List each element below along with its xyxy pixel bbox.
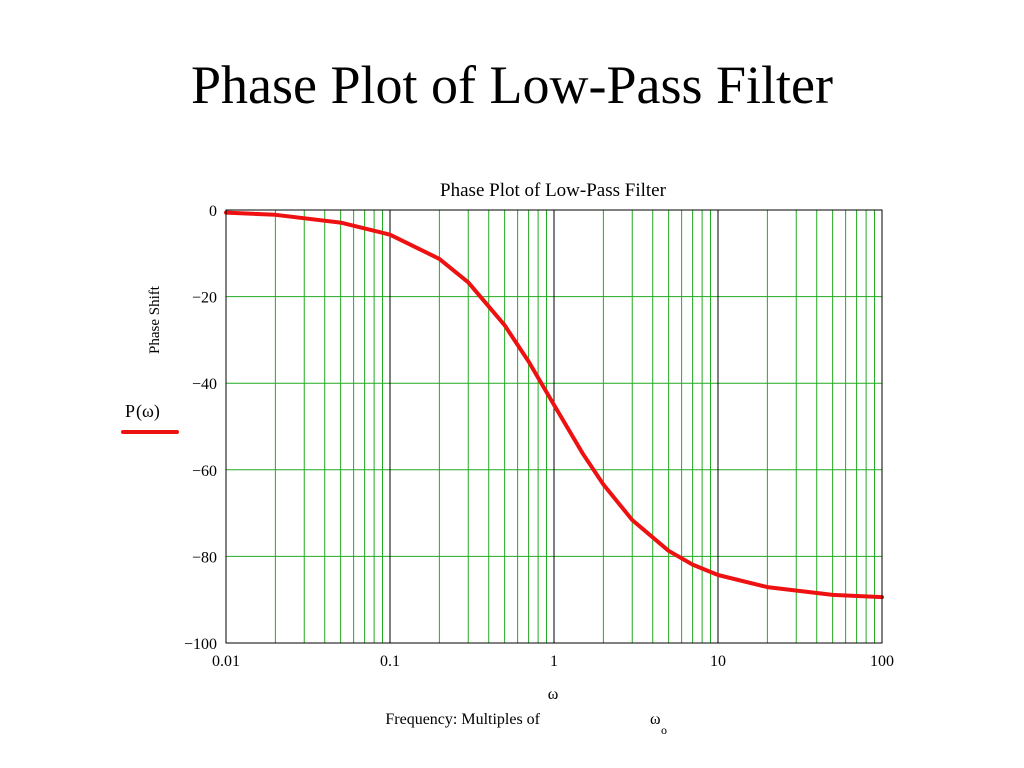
x-axis-subscript: o	[661, 723, 667, 737]
x-axis-label: Frequency: Multiples of	[385, 711, 540, 728]
legend: P(ω)	[121, 401, 179, 434]
curve-layer	[224, 210, 884, 600]
svg-text:P(ω): P(ω)	[125, 401, 160, 422]
x-axis-symbol: ω	[548, 686, 559, 703]
x-tick-label: 10	[710, 653, 726, 670]
x-axis-variable: ω	[650, 711, 661, 728]
y-tick-label: −80	[192, 549, 217, 566]
plot-frame	[225, 209, 883, 644]
tick-labels: 0.01 0.1 1 10 100 0 −20 −40 −60 −80 −100	[184, 203, 894, 670]
chart-title: Phase Plot of Low-Pass Filter	[440, 180, 667, 201]
x-tick-label: 0.1	[380, 653, 400, 670]
legend-label-main: P	[125, 401, 135, 421]
y-tick-label: −20	[192, 290, 217, 307]
grid-lines	[226, 210, 882, 643]
y-tick-label: 0	[209, 203, 217, 220]
y-tick-label: −40	[192, 376, 217, 393]
y-axis-label: Phase Shift	[147, 285, 163, 354]
legend-label-arg: ω	[142, 401, 154, 421]
x-tick-label: 0.01	[212, 653, 240, 670]
y-tick-label: −60	[192, 463, 217, 480]
x-tick-label: 100	[870, 653, 894, 670]
slide-title: Phase Plot of Low-Pass Filter	[191, 55, 833, 115]
y-tick-label: −100	[184, 636, 217, 653]
phase-curve	[224, 210, 884, 600]
x-tick-label: 1	[550, 653, 558, 670]
